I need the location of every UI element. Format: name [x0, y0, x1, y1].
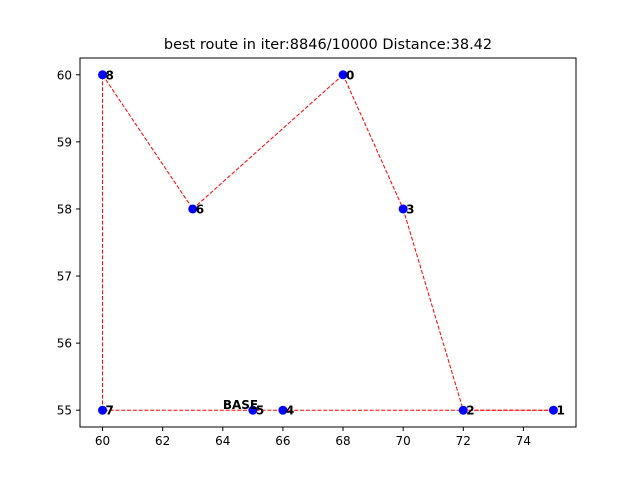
- base-annotation: BASE: [223, 398, 258, 412]
- data-point: [98, 70, 108, 80]
- x-tick-label: 68: [335, 434, 350, 448]
- data-point: [338, 70, 348, 80]
- x-tick-label: 72: [456, 434, 471, 448]
- y-tick-label: 56: [57, 337, 72, 351]
- x-tick-label: 70: [396, 434, 411, 448]
- data-point: [188, 204, 198, 214]
- point-label: 1: [556, 404, 564, 418]
- point-label: 7: [106, 404, 114, 418]
- route-segment: [192, 74, 344, 210]
- point-layer: [98, 70, 558, 415]
- chart-title: best route in iter:8846/10000 Distance:3…: [164, 37, 492, 53]
- data-point: [458, 405, 468, 415]
- point-label: 3: [406, 202, 414, 216]
- route-segment: [402, 208, 464, 411]
- point-label: 5: [256, 404, 264, 418]
- y-tick-label: 57: [57, 270, 72, 284]
- x-tick-label: 64: [215, 434, 230, 448]
- point-label: 6: [196, 202, 204, 216]
- y-tick-label: 60: [57, 68, 72, 82]
- x-tick-label: 60: [95, 434, 110, 448]
- point-label: 4: [286, 404, 294, 418]
- data-point: [248, 405, 258, 415]
- point-label: 8: [106, 68, 114, 82]
- data-point: [98, 405, 108, 415]
- data-point: [278, 405, 288, 415]
- route-segment: [102, 74, 194, 210]
- data-point: [398, 204, 408, 214]
- plot-frame: [79, 57, 577, 428]
- route-layer: [102, 74, 554, 411]
- x-tick-label: 62: [155, 434, 170, 448]
- label-layer: 0 1 2 3 4 5 6 7 8 BASE: [106, 68, 565, 417]
- y-tick-label: 59: [57, 135, 72, 149]
- point-label: 2: [466, 404, 474, 418]
- x-tick-label: 66: [275, 434, 290, 448]
- y-tick-label: 55: [57, 404, 72, 418]
- x-tick-label: 74: [516, 434, 531, 448]
- y-tick-label: 58: [57, 202, 72, 216]
- data-point: [548, 405, 558, 415]
- point-label: 0: [346, 68, 354, 82]
- route-segment: [342, 74, 404, 210]
